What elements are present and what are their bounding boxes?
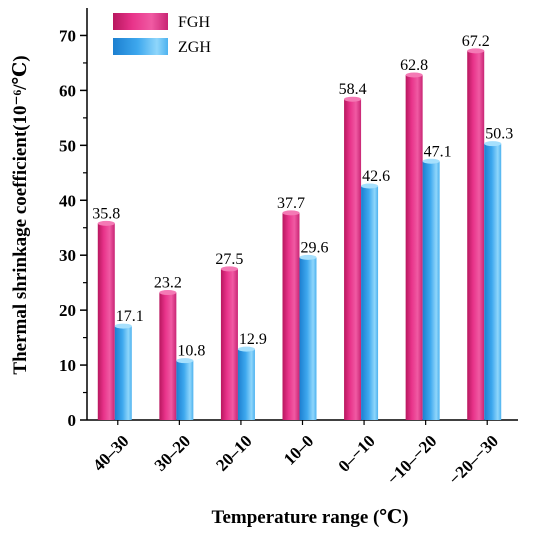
y-tick-label: 30 — [59, 246, 76, 265]
x-axis-title: Temperature range (℃) — [212, 507, 409, 528]
bar-zgh — [484, 143, 502, 420]
legend-label-fgh: FGH — [178, 14, 210, 31]
data-label-fgh: 35.8 — [92, 205, 120, 222]
bar-cap-fgh — [282, 210, 300, 216]
x-ticks: 40–30 30–20 20–10 10–0 0–−10 −10–−20 −20–−30 — [89, 420, 502, 489]
bar-cap-zgh — [361, 183, 379, 189]
legend: FGH ZGH — [113, 13, 211, 56]
y-tick-label: 40 — [59, 191, 76, 210]
bar-zgh — [361, 185, 379, 420]
bar-cap-fgh — [159, 290, 177, 296]
bar-fgh — [344, 99, 362, 420]
bar-fgh — [220, 268, 238, 420]
legend-label-zgh: ZGH — [178, 39, 211, 56]
bar-zgh — [114, 326, 132, 420]
data-label-zgh: 47.1 — [424, 143, 452, 160]
bar-cap-fgh — [97, 220, 115, 226]
bars — [97, 48, 502, 421]
x-tick-label: 10–0 — [280, 431, 317, 468]
data-label-zgh: 50.3 — [485, 126, 513, 143]
bar-fgh — [97, 223, 115, 420]
data-label-fgh: 58.4 — [339, 81, 367, 98]
data-label-fgh: 67.2 — [462, 33, 490, 50]
bar-cap-zgh — [114, 323, 132, 329]
y-tick-label: 20 — [59, 301, 76, 320]
x-tick-label: 0–−10 — [335, 431, 379, 475]
y-axis-title: Thermal shrinkage coefficient(10⁻⁶/℃) — [10, 55, 31, 374]
y-tick-label: 60 — [59, 81, 76, 100]
data-label-fgh: 62.8 — [400, 57, 428, 74]
bar-cap-zgh — [422, 158, 440, 164]
bar-cap-zgh — [299, 254, 317, 260]
data-label-zgh: 29.6 — [301, 239, 329, 256]
bar-cap-zgh — [237, 346, 255, 352]
bar-zgh — [176, 360, 194, 420]
data-labels: 35.8 17.1 23.2 10.8 27.5 12.9 37.7 29.6 58.4 42.6… — [92, 33, 513, 360]
data-label-zgh: 12.9 — [239, 331, 267, 348]
bar-zgh — [299, 257, 317, 420]
x-tick-label: 40–30 — [89, 431, 132, 474]
bar-cap-fgh — [220, 266, 238, 272]
bar-cap-fgh — [344, 96, 362, 102]
y-tick-label: 50 — [59, 136, 76, 155]
bar-fgh — [159, 292, 177, 420]
bar-zgh — [237, 349, 255, 420]
bar-fgh — [467, 50, 485, 421]
x-tick-label: −10–−20 — [383, 431, 440, 488]
legend-swatch-zgh — [113, 38, 168, 55]
y-tick-label: 0 — [68, 411, 77, 430]
y-tick-label: 70 — [59, 26, 76, 45]
bar-zgh — [422, 161, 440, 420]
y-ticks: 0 10 20 30 40 50 60 70 — [59, 26, 87, 430]
data-label-zgh: 42.6 — [362, 168, 390, 185]
x-tick-label: 30–20 — [151, 431, 194, 474]
bar-cap-fgh — [405, 72, 423, 78]
data-label-fgh: 23.2 — [154, 275, 182, 292]
bar-cap-fgh — [467, 48, 485, 54]
y-tick-label: 10 — [59, 356, 76, 375]
legend-swatch-fgh — [113, 13, 168, 30]
bar-cap-zgh — [176, 358, 194, 364]
data-label-zgh: 10.8 — [177, 343, 205, 360]
x-tick-label: 20–10 — [212, 431, 255, 474]
data-label-fgh: 37.7 — [277, 195, 305, 212]
data-label-zgh: 17.1 — [116, 308, 144, 325]
data-label-fgh: 27.5 — [215, 251, 243, 268]
bar-fgh — [282, 212, 300, 420]
x-tick-label: −20–−30 — [445, 431, 502, 488]
bar-fgh — [405, 75, 423, 420]
bar-cap-zgh — [484, 141, 502, 147]
